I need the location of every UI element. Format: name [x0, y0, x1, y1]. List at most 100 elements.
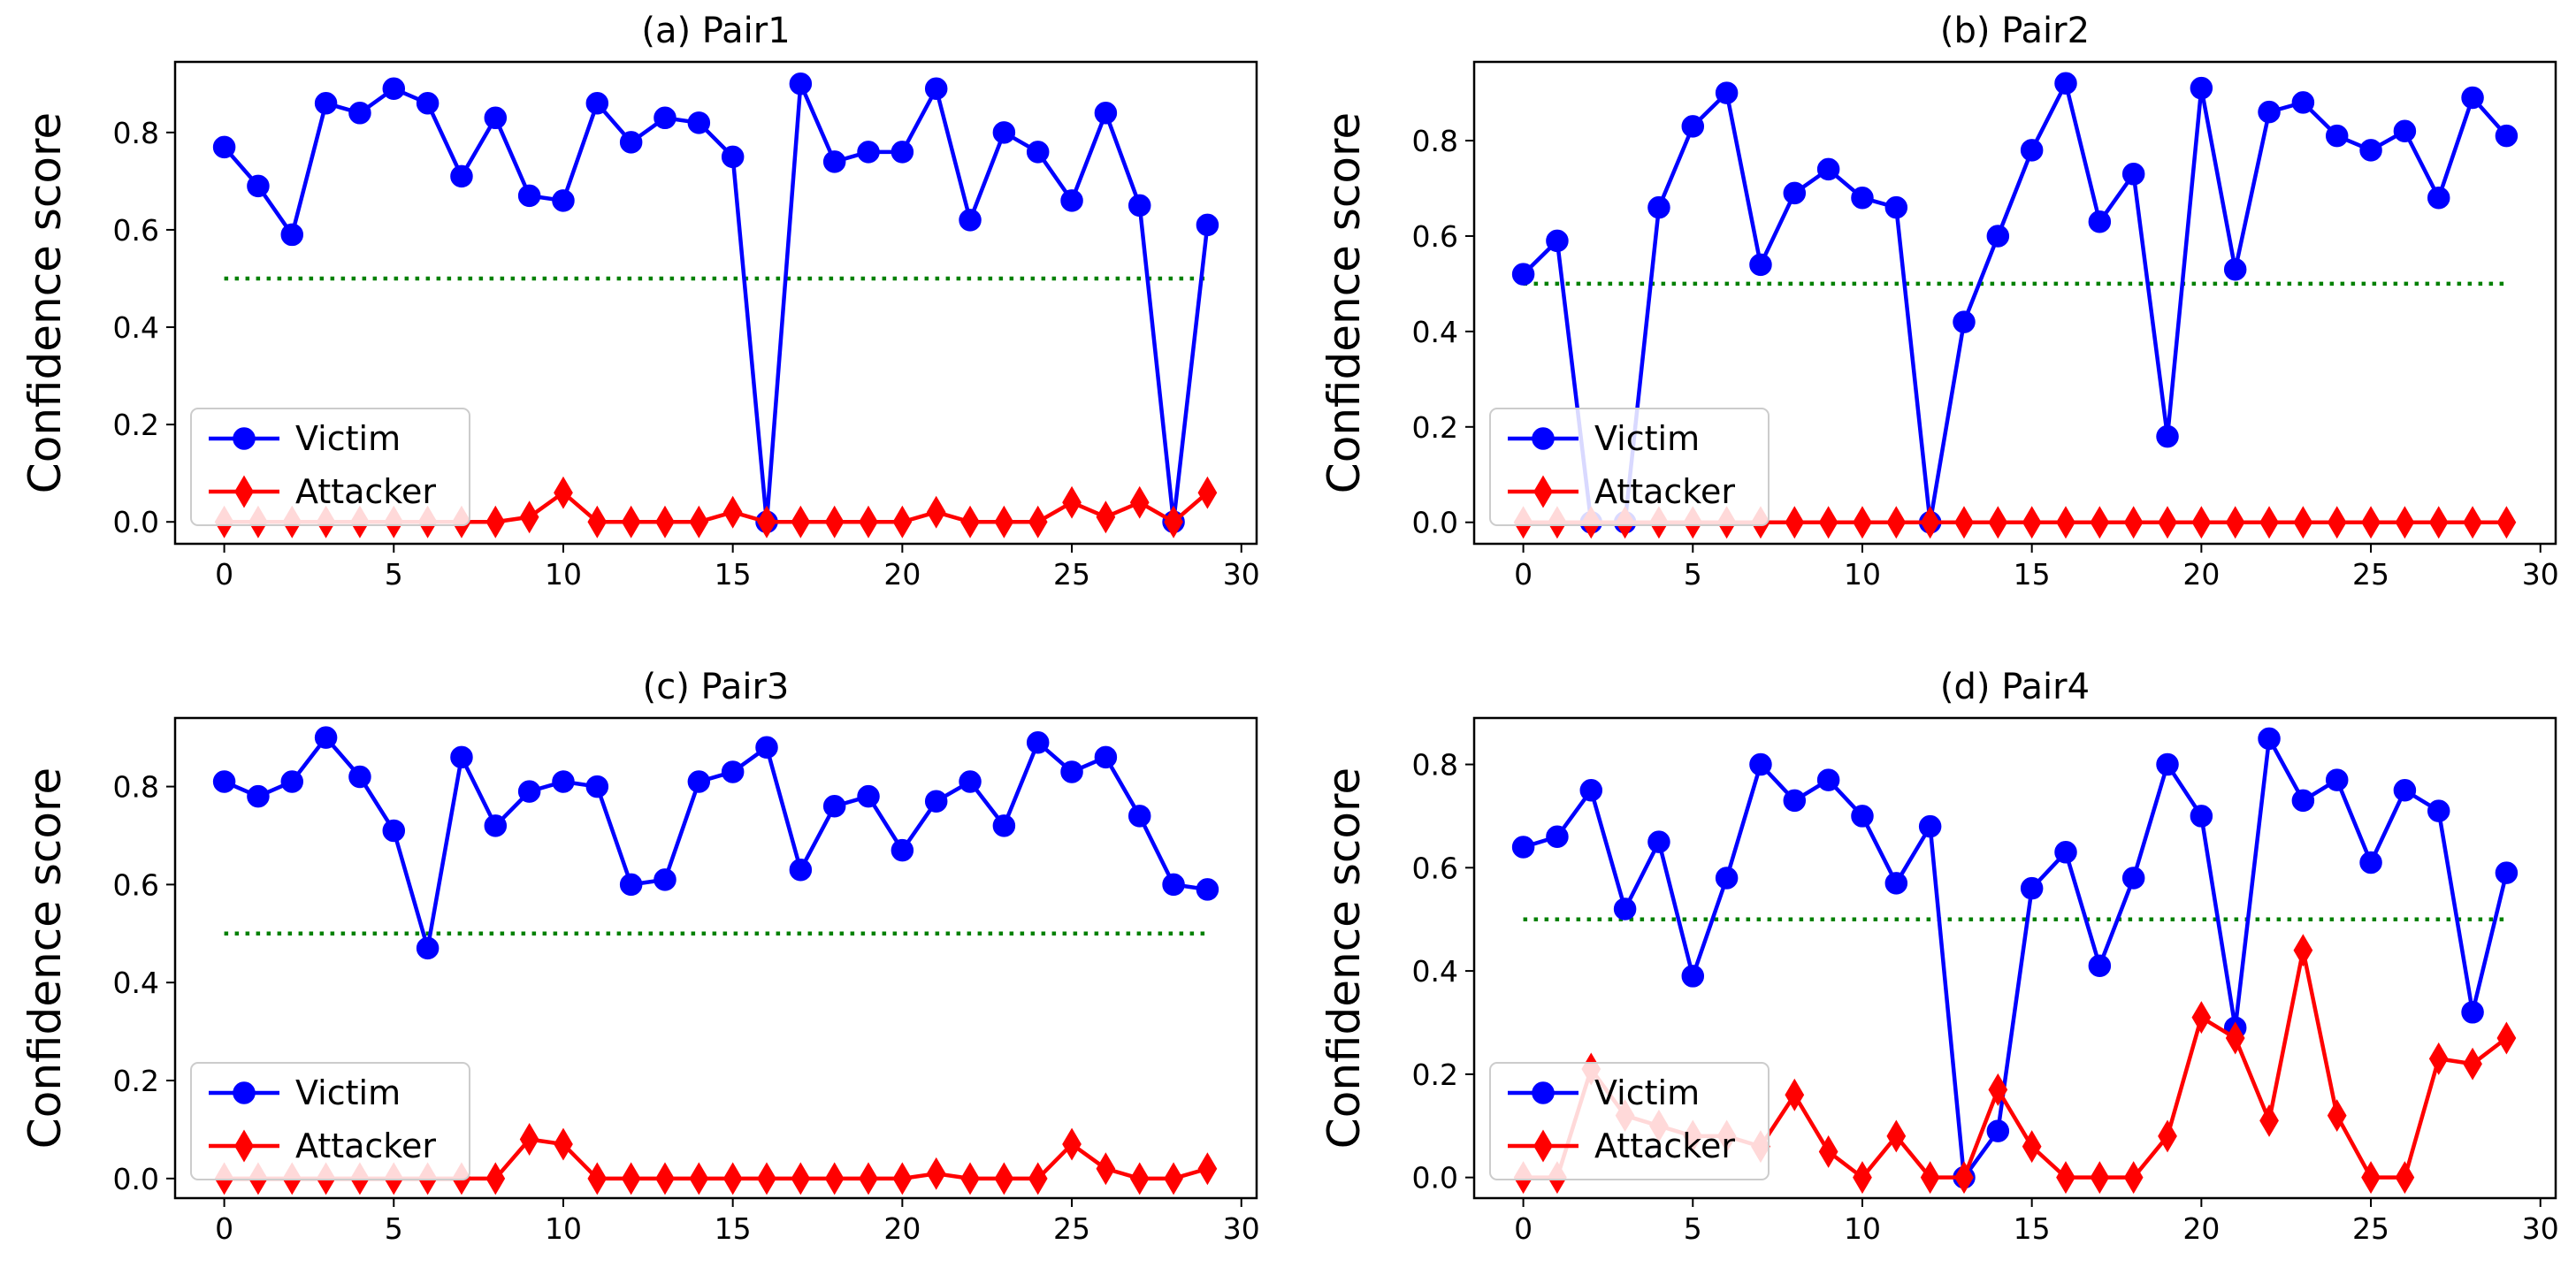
data-point-victim: [2291, 789, 2315, 813]
data-point-victim: [959, 770, 982, 793]
data-point-attacker: [2259, 1104, 2279, 1137]
data-point-attacker: [2496, 506, 2517, 539]
data-point-attacker: [791, 505, 811, 538]
y-tick-label: 0.6: [113, 213, 159, 248]
chart-panel-4: (d) Pair4 Confidence score 0 5 10 15 20 25 30 0.0…: [1319, 667, 2559, 1246]
data-point-victim: [1851, 187, 1874, 210]
chart-panel-3: (c) Pair3 Confidence score 0 5 10 15 20 25 30 0.0…: [19, 667, 1260, 1246]
y-tick-label: 0.0: [113, 1162, 159, 1196]
data-point-victim: [1681, 115, 1705, 138]
data-point-victim: [585, 775, 609, 798]
data-point-attacker: [824, 505, 845, 538]
data-point-victim: [212, 770, 236, 793]
x-tick-label: 10: [545, 557, 582, 592]
data-point-victim: [314, 726, 338, 749]
data-point-attacker: [2090, 1161, 2110, 1195]
data-point-victim: [619, 873, 643, 897]
data-point-victim: [2495, 124, 2519, 148]
y-tick-label: 0.4: [1412, 954, 1458, 989]
data-point-victim: [2461, 86, 2484, 110]
data-point-attacker: [1785, 1078, 1805, 1111]
data-point-victim: [2427, 187, 2450, 210]
legend: Victim Attacker: [190, 1062, 470, 1180]
data-point-victim: [484, 814, 508, 837]
data-point-attacker: [621, 505, 641, 538]
legend-marker: [1532, 1081, 1555, 1104]
data-point-attacker: [1988, 1073, 2008, 1106]
data-point-victim: [2190, 805, 2213, 828]
x-tick-label: 0: [215, 557, 233, 592]
data-point-victim: [2393, 778, 2417, 802]
data-point-victim: [450, 745, 473, 769]
data-point-attacker: [2395, 1161, 2415, 1195]
y-tick-label: 0.4: [1412, 315, 1458, 349]
y-tick-label: 0.0: [1412, 506, 1458, 540]
y-tick-label: 0.0: [1412, 1161, 1458, 1195]
data-point-attacker: [485, 1162, 506, 1195]
legend-marker: [234, 1129, 254, 1163]
data-point-victim: [1681, 965, 1705, 988]
y-axis-label: Confidence score: [1319, 768, 1370, 1149]
data-point-victim: [992, 814, 1016, 837]
legend-label: Victim: [295, 419, 401, 458]
data-point-attacker: [655, 505, 675, 538]
data-point-victim: [382, 77, 406, 101]
data-point-attacker: [1886, 1119, 1907, 1153]
data-point-attacker: [689, 505, 709, 538]
data-point-attacker: [2225, 1021, 2245, 1055]
data-point-attacker: [1920, 1161, 1940, 1195]
data-point-victim: [1060, 189, 1083, 212]
chart-panel-2: (b) Pair2 Confidence score 0 5 10 15 20 25 30 0.0…: [1319, 11, 2559, 592]
data-point-victim: [789, 859, 813, 882]
data-point-attacker: [2259, 506, 2279, 539]
data-point-victim: [212, 135, 236, 159]
data-point-victim: [1715, 867, 1739, 890]
data-point-victim: [2054, 72, 2077, 95]
data-point-attacker: [2056, 506, 2075, 539]
data-point-attacker: [1197, 1152, 1218, 1186]
data-point-attacker: [2158, 506, 2177, 539]
x-tick-label: 15: [715, 1211, 752, 1246]
legend-label: Attacker: [1594, 1126, 1735, 1165]
data-point-attacker: [2022, 1130, 2042, 1164]
data-point-victim: [1816, 157, 1840, 181]
data-point-attacker: [926, 1157, 946, 1190]
data-point-victim: [2121, 867, 2145, 890]
data-point-attacker: [519, 500, 539, 534]
data-point-attacker: [722, 495, 743, 529]
data-point-victim: [1196, 878, 1219, 901]
data-point-victim: [2291, 91, 2315, 114]
data-point-attacker: [1988, 506, 2008, 539]
data-point-victim: [348, 102, 371, 125]
data-point-victim: [517, 780, 541, 803]
y-tick-label: 0.6: [113, 867, 159, 902]
axes-frame: [173, 716, 1258, 1200]
data-point-victim: [1986, 1119, 2010, 1142]
data-point-attacker: [1920, 506, 1940, 539]
data-point-victim: [552, 189, 575, 212]
data-point-victim: [1579, 778, 1603, 802]
data-point-victim: [1884, 195, 1908, 219]
x-tick-label: 5: [385, 557, 403, 592]
chart-title: (d) Pair4: [1940, 667, 2090, 707]
data-point-attacker: [485, 505, 506, 538]
data-point-victim: [2088, 954, 2112, 978]
data-point-attacker: [554, 476, 573, 509]
data-point-victim: [1026, 141, 1050, 164]
y-tick-label: 0.2: [113, 1064, 159, 1098]
x-tick-label: 0: [215, 1211, 233, 1246]
data-point-victim: [687, 111, 711, 134]
y-axis-label: Confidence score: [1319, 112, 1370, 493]
axes-frame: [1472, 716, 2557, 1200]
data-point-attacker: [621, 1162, 641, 1195]
data-point-victim: [1715, 81, 1739, 104]
data-point-victim: [2325, 124, 2349, 148]
y-tick-label: 0.8: [1412, 124, 1458, 158]
chart-title: (c) Pair3: [643, 667, 790, 707]
data-point-victim: [959, 209, 982, 232]
data-point-attacker: [2496, 1021, 2517, 1055]
data-point-attacker: [1129, 485, 1150, 519]
data-point-victim: [1816, 768, 1840, 791]
data-point-victim: [1986, 225, 2010, 248]
x-tick-label: 30: [2522, 557, 2559, 592]
